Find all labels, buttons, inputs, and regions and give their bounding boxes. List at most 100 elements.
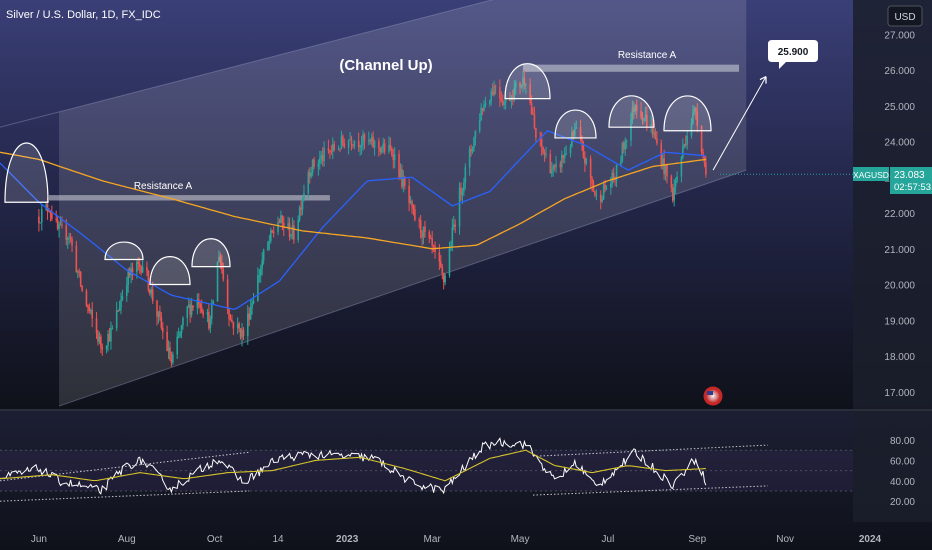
candle-body — [288, 223, 291, 237]
candle-262 — [565, 145, 567, 156]
candle-body — [300, 207, 302, 210]
price-tick-6: 21.000 — [884, 245, 915, 256]
candle-body — [342, 136, 344, 144]
candle-body — [208, 312, 210, 329]
candle-body — [440, 261, 442, 267]
candle-24 — [87, 304, 89, 314]
candle-body — [370, 136, 373, 142]
candle-322 — [686, 131, 688, 150]
ma200-line — [0, 151, 706, 250]
candle-body — [664, 164, 667, 175]
candle-body — [412, 206, 415, 210]
candle-317 — [676, 171, 678, 184]
candle-body — [192, 305, 194, 308]
candle-body — [293, 225, 295, 240]
candle-body — [693, 108, 696, 113]
candle-body — [159, 311, 161, 318]
candle-body — [550, 169, 553, 174]
candle-66 — [170, 351, 173, 367]
candle-body — [460, 187, 462, 195]
candle-17 — [71, 236, 73, 253]
candle-301 — [644, 106, 647, 122]
candle-27 — [91, 302, 93, 328]
candle-body — [419, 220, 422, 233]
resistance-label-right: Resistance A — [618, 50, 677, 61]
candle-body — [634, 104, 637, 113]
candle-78 — [196, 293, 199, 315]
candle-body — [46, 204, 49, 212]
candle-20 — [78, 268, 81, 278]
candle-307 — [656, 131, 658, 146]
candle-136 — [311, 159, 314, 177]
candle-298 — [640, 102, 642, 120]
time-tick-7: Jul — [602, 534, 615, 545]
candle-body — [569, 146, 572, 154]
candle-103 — [246, 305, 249, 345]
candle-208 — [458, 182, 461, 235]
candle-body — [646, 114, 648, 128]
ma50-line — [0, 130, 706, 310]
candle-body — [683, 143, 686, 147]
candle-body — [409, 201, 412, 203]
candle-body — [199, 304, 202, 308]
candle-143 — [327, 139, 330, 154]
time-tick-3: 14 — [272, 534, 284, 545]
candle-body — [584, 157, 586, 164]
candle-102 — [242, 327, 245, 341]
candle-224 — [490, 88, 493, 106]
candle-body — [535, 127, 537, 138]
candle-body — [360, 144, 363, 147]
candle-95 — [229, 313, 232, 321]
chart-title: Silver / U.S. Dollar, 1D, FX_IDC — [6, 9, 161, 21]
candle-157 — [353, 140, 356, 150]
candle-body — [150, 289, 153, 294]
candle-body — [78, 271, 81, 273]
candle-body — [357, 140, 360, 148]
candle-82 — [202, 309, 204, 319]
top-arc-7 — [608, 95, 655, 128]
candle-119 — [278, 218, 281, 224]
candle-116 — [271, 229, 274, 234]
candle-body — [391, 148, 393, 156]
candle-231 — [503, 99, 506, 110]
candle-8 — [55, 210, 57, 223]
candle-body — [229, 318, 232, 320]
candle-body — [452, 224, 455, 228]
currency-button[interactable]: USD — [887, 5, 923, 27]
candle-body — [501, 100, 504, 106]
candle-body — [151, 289, 154, 301]
candle-body — [431, 238, 433, 246]
candle-body — [473, 137, 475, 149]
candle-body — [393, 154, 396, 161]
rsi-pane-background — [0, 411, 932, 550]
rsi-tick-1: 60.00 — [890, 456, 915, 467]
price-tick-10: 17.000 — [884, 388, 915, 399]
rsi-tick-2: 40.00 — [890, 477, 915, 488]
candle-body — [695, 108, 697, 112]
candle-69 — [177, 327, 180, 339]
price-tag-symbol: XAGUSD — [853, 170, 889, 180]
candle-body — [97, 332, 99, 342]
candle-52 — [141, 260, 144, 273]
candle-225 — [491, 83, 494, 96]
candle-body — [179, 332, 181, 336]
candle-body — [169, 347, 171, 360]
candle-41 — [120, 292, 122, 315]
candle-324 — [692, 104, 694, 125]
candle-body — [491, 91, 494, 95]
candle-210 — [461, 187, 464, 204]
candle-109 — [258, 268, 261, 283]
candle-278 — [599, 190, 602, 210]
candle-26 — [89, 308, 92, 315]
candle-body — [380, 148, 383, 152]
candle-68 — [176, 331, 178, 360]
candle-body — [130, 268, 132, 276]
us-flag-event-icon[interactable] — [703, 386, 723, 406]
candle-body — [399, 168, 402, 178]
candle-277 — [595, 189, 598, 201]
candle-32 — [101, 343, 104, 356]
candle-body — [156, 300, 158, 317]
candle-body — [170, 359, 173, 363]
candle-55 — [149, 288, 151, 296]
candle-body — [110, 328, 112, 342]
